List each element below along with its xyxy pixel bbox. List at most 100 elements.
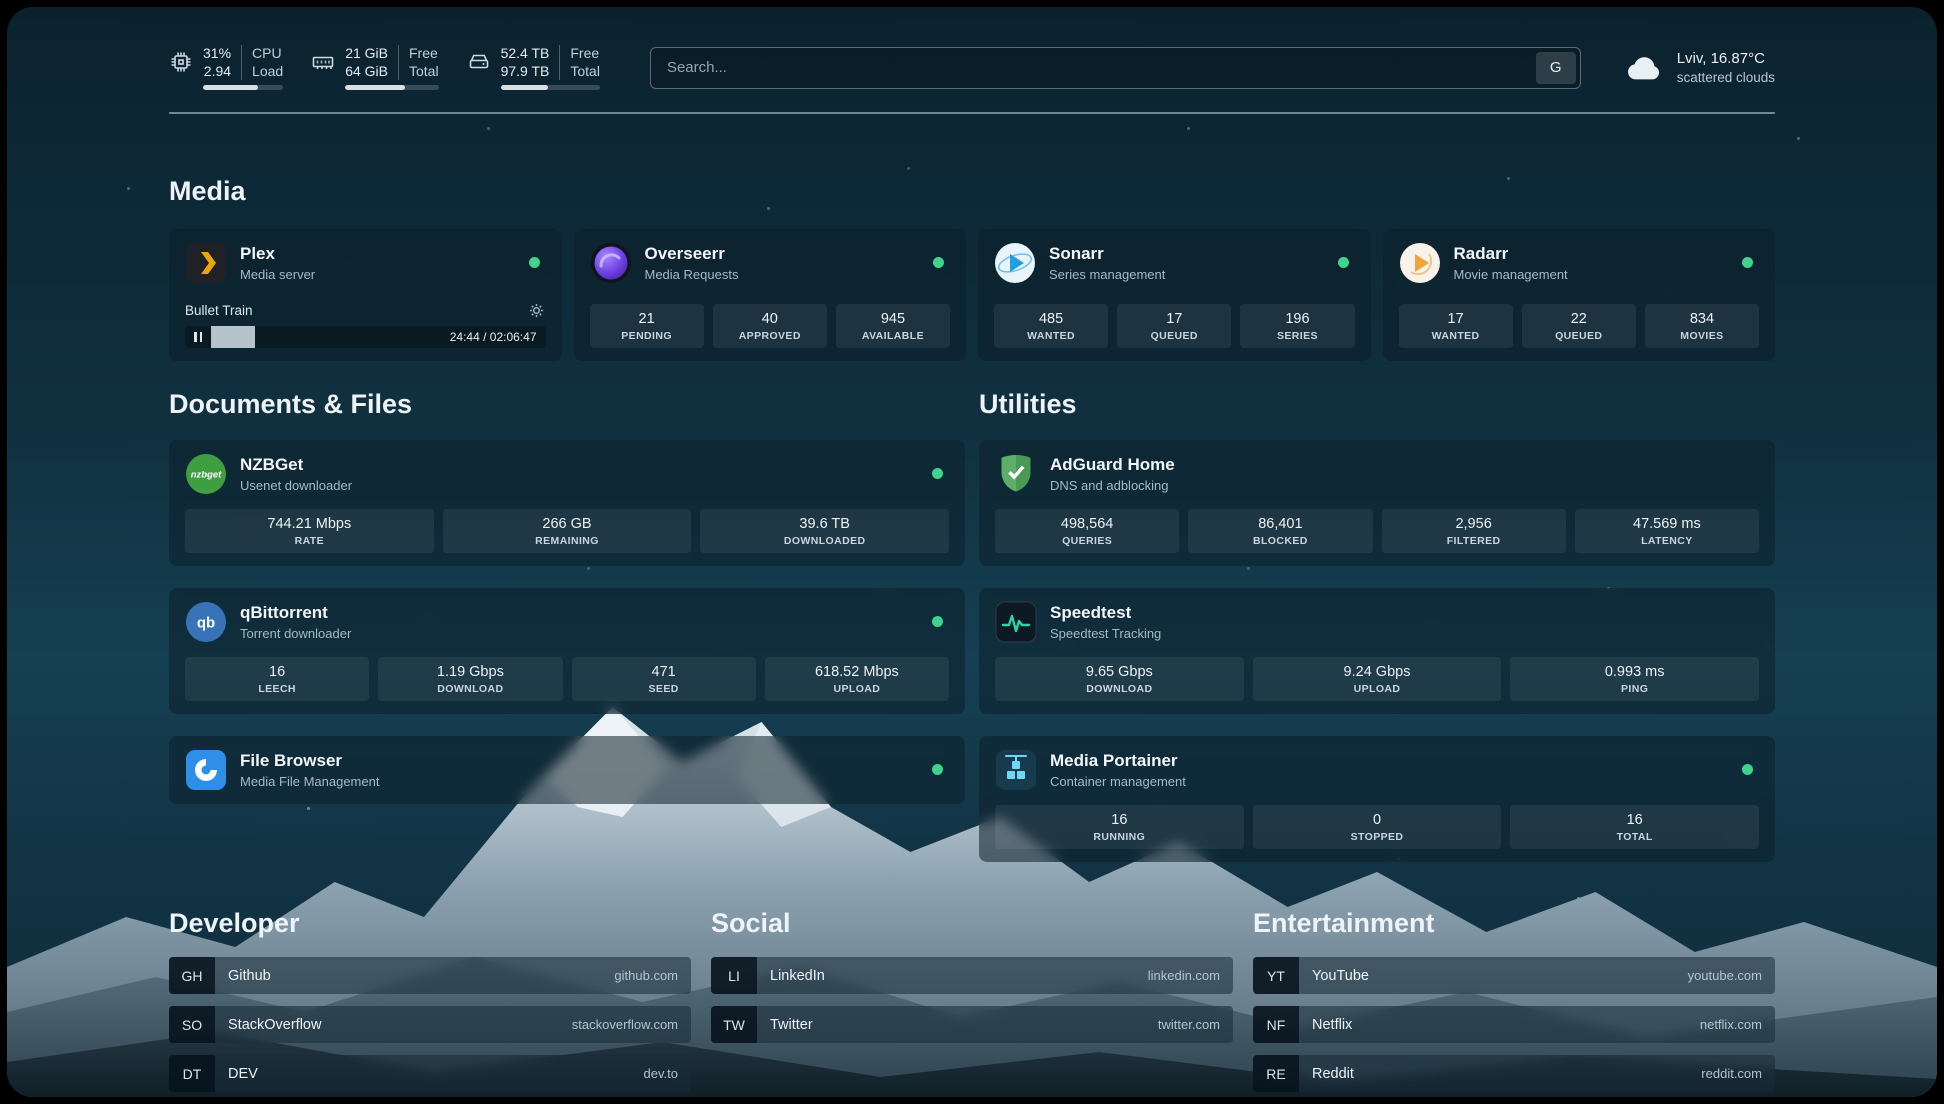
- section-documents-files: Documents & Files nzbget NZBGet Usenet d…: [169, 389, 965, 804]
- plex-now-playing-title: Bullet Train: [185, 303, 253, 318]
- weather-location: Lviv, 16.87°C: [1676, 49, 1765, 67]
- overseerr-stat-pending: 21 PENDING: [589, 304, 704, 348]
- service-card-portainer[interactable]: Media Portainer Container management 16 …: [979, 736, 1775, 862]
- stackoverflow-domain: stackoverflow.com: [571, 1017, 678, 1032]
- github-domain: github.com: [614, 968, 678, 983]
- disk-usage-bar: [500, 85, 600, 90]
- speedtest-stat-ping: 0.993 ms PING: [1510, 657, 1760, 701]
- bookmark-github[interactable]: GH Github github.com: [169, 957, 691, 994]
- portainer-description: Container management: [1050, 774, 1186, 789]
- overseerr-status-dot: [933, 257, 944, 268]
- qbittorrent-stat-upload: 618.52 Mbps UPLOAD: [764, 657, 949, 701]
- sonarr-icon: [995, 243, 1035, 283]
- speedtest-description: Speedtest Tracking: [1050, 626, 1162, 641]
- cloud-icon: [1627, 56, 1659, 79]
- twitter-name: Twitter: [770, 1016, 813, 1033]
- speedtest-stat-upload: 9.24 Gbps UPLOAD: [1252, 657, 1502, 701]
- radarr-name: Radarr: [1453, 244, 1509, 263]
- nzbget-stat-downloaded: 39.6 TB DOWNLOADED: [700, 509, 950, 553]
- media-section-title: Media: [169, 176, 246, 206]
- social-section-title: Social: [711, 908, 791, 938]
- nzbget-stat-rate: 744.21 Mbps RATE: [185, 509, 434, 553]
- search-provider-button[interactable]: G: [1535, 51, 1576, 84]
- cpu-usage-bar: [203, 85, 284, 90]
- speedtest-stat-download: 9.65 Gbps DOWNLOAD: [995, 657, 1244, 701]
- pause-button[interactable]: [185, 326, 211, 348]
- sonarr-stat-wanted: 485 WANTED: [994, 304, 1109, 348]
- bookmark-dev[interactable]: DT DEV dev.to: [169, 1055, 691, 1092]
- youtube-abbr-badge: YT: [1253, 957, 1299, 994]
- pause-icon: [194, 332, 197, 342]
- service-card-qbittorrent[interactable]: qb qBittorrent Torrent downloader 16 LEE…: [169, 588, 965, 714]
- nzbget-description: Usenet downloader: [240, 478, 353, 493]
- memory-icon: [312, 56, 334, 69]
- filebrowser-name: File Browser: [240, 751, 343, 770]
- disk-icon: [469, 54, 488, 69]
- disk-free-value: 52.4 TB: [500, 45, 550, 61]
- service-card-overseerr[interactable]: Overseerr Media Requests 21 PENDING 40 A…: [573, 229, 966, 361]
- github-abbr-badge: GH: [169, 957, 215, 994]
- bookmarks-social: Social LI LinkedIn linkedin.com TW Twitt…: [711, 908, 1233, 1097]
- cpu-icon: [171, 52, 191, 72]
- memory-monitor: 21 GiB Free 64 GiB Total: [311, 45, 439, 90]
- bookmarks-developer: Developer GH Github github.com SO StackO…: [169, 908, 691, 1097]
- nzbget-status-dot: [932, 468, 943, 479]
- service-card-adguard[interactable]: AdGuard Home DNS and adblocking 498,564 …: [979, 440, 1775, 566]
- overseerr-description: Media Requests: [644, 267, 739, 282]
- plex-progress-bar[interactable]: 24:44 / 02:06:47: [185, 326, 546, 348]
- overseerr-name: Overseerr: [644, 244, 725, 263]
- radarr-stat-queued: 22 QUEUED: [1521, 304, 1636, 348]
- adguard-description: DNS and adblocking: [1050, 478, 1169, 493]
- cpu-percent-value: 31%: [203, 45, 232, 61]
- bookmark-stackoverflow[interactable]: SO StackOverflow stackoverflow.com: [169, 1006, 691, 1043]
- qbittorrent-stat-seed: 471 SEED: [571, 657, 756, 701]
- sonarr-name: Sonarr: [1049, 244, 1104, 263]
- bookmark-reddit[interactable]: RE Reddit reddit.com: [1253, 1055, 1775, 1092]
- radarr-stat-wanted: 17 WANTED: [1398, 304, 1513, 348]
- service-card-nzbget[interactable]: nzbget NZBGet Usenet downloader 744.21 M…: [169, 440, 965, 566]
- service-card-filebrowser[interactable]: File Browser Media File Management: [169, 736, 965, 804]
- service-card-radarr[interactable]: Radarr Movie management 17 WANTED 22 QUE…: [1382, 229, 1775, 361]
- qbittorrent-icon: qb: [186, 602, 226, 642]
- memory-free-value: 21 GiB: [345, 45, 388, 61]
- reddit-name: Reddit: [1312, 1065, 1354, 1082]
- service-card-speedtest[interactable]: Speedtest Speedtest Tracking 9.65 Gbps D…: [979, 588, 1775, 714]
- service-card-plex[interactable]: Plex Media server Bullet Train: [169, 229, 562, 361]
- radarr-icon: [1399, 243, 1440, 283]
- netflix-abbr-badge: NF: [1253, 1006, 1299, 1043]
- bookmark-linkedin[interactable]: LI LinkedIn linkedin.com: [711, 957, 1233, 994]
- bookmark-netflix[interactable]: NF Netflix netflix.com: [1253, 1006, 1775, 1043]
- radarr-status-dot: [1742, 257, 1753, 268]
- linkedin-domain: linkedin.com: [1147, 968, 1220, 983]
- dev-name: DEV: [228, 1065, 258, 1082]
- search-input[interactable]: [649, 46, 1581, 89]
- overseerr-stat-approved: 40 APPROVED: [712, 304, 827, 348]
- bookmark-youtube[interactable]: YT YouTube youtube.com: [1253, 957, 1775, 994]
- weather-condition: scattered clouds: [1676, 69, 1775, 85]
- netflix-name: Netflix: [1312, 1016, 1353, 1033]
- documents-section-title: Documents & Files: [169, 389, 413, 419]
- radarr-description: Movie management: [1453, 267, 1568, 282]
- service-card-sonarr[interactable]: Sonarr Series management 485 WANTED 17 Q…: [978, 229, 1371, 361]
- github-name: Github: [228, 967, 271, 984]
- bookmark-twitter[interactable]: TW Twitter twitter.com: [711, 1006, 1233, 1043]
- memory-free-label: Free: [398, 45, 439, 63]
- sonarr-stat-queued: 17 QUEUED: [1117, 304, 1232, 348]
- plex-progress-fill: [211, 326, 255, 348]
- plex-settings-button[interactable]: [527, 301, 546, 320]
- qbittorrent-status-dot: [932, 616, 943, 627]
- youtube-domain: youtube.com: [1687, 968, 1762, 983]
- sonarr-status-dot: [1337, 257, 1349, 268]
- disk-monitor: 52.4 TB Free 97.9 TB Total: [467, 45, 600, 90]
- linkedin-abbr-badge: LI: [711, 957, 757, 994]
- top-bar: 31% CPU 2.94 Load 21 GiB: [169, 7, 1775, 90]
- portainer-stat-running: 16 RUNNING: [995, 805, 1244, 849]
- svg-text:nzbget: nzbget: [191, 470, 222, 481]
- gear-icon: [529, 303, 543, 318]
- portainer-status-dot: [1742, 764, 1753, 775]
- section-media: Media Plex Media server: [169, 176, 1775, 361]
- adguard-stat-queries: 498,564 QUERIES: [995, 509, 1180, 553]
- section-utilities: Utilities AdGuard Home: [979, 389, 1775, 862]
- portainer-stat-stopped: 0 STOPPED: [1252, 805, 1502, 849]
- speedtest-icon: [995, 601, 1037, 643]
